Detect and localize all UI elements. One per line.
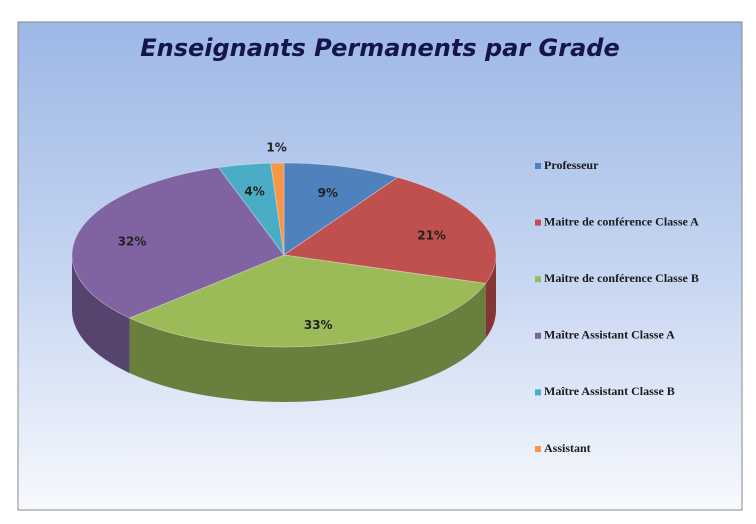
slice-side [129,283,486,403]
data-label: 33% [304,318,333,332]
data-label: 1% [266,141,286,155]
legend-swatch [535,389,541,396]
legend-swatch [535,446,541,452]
legend-swatch [535,276,541,283]
data-label: 9% [318,186,338,200]
slice [128,254,487,348]
data-label: 21% [417,228,446,242]
legend-label: Maitre de conférence Classe A [544,214,699,228]
legend-label: Maître Assistant Classe B [544,384,675,398]
slice [217,162,285,256]
chart-title: Enseignants Permanents par Grade [140,34,620,62]
legend-label: Maître Assistant Classe A [544,328,675,342]
legend-label: Maitre de conférence Classe B [544,271,699,285]
slice [270,162,285,256]
legend-swatch [535,219,541,226]
legend-swatch [535,332,541,339]
data-label: 32% [118,235,147,249]
slice-side [485,255,496,339]
legend-swatch [535,163,541,169]
data-label: 4% [244,185,264,199]
legend-label: Professeur [544,158,599,172]
slice [282,176,497,284]
slice [71,167,285,319]
slice-side [72,255,130,373]
legend-label: Assistant [544,441,591,455]
slice [283,162,399,256]
